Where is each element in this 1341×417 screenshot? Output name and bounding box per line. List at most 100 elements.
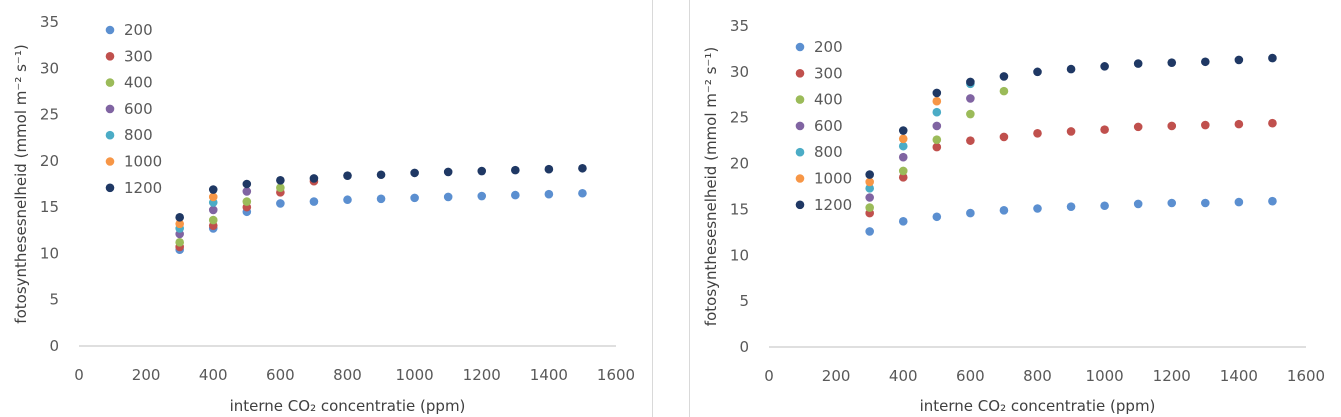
data-point [932, 135, 942, 145]
x-tick-label: 1600 [1287, 367, 1325, 385]
data-point [1066, 64, 1076, 74]
data-point [966, 136, 975, 145]
data-point [1066, 202, 1076, 211]
y-tick-label: 30 [40, 59, 59, 77]
legend-marker [105, 130, 115, 140]
data-point [1133, 59, 1143, 68]
legend: 200 300 400 600 800 1000 1200 [105, 21, 162, 197]
y-tick-label: 15 [40, 198, 59, 216]
data-point [932, 96, 942, 106]
data-point [242, 187, 252, 196]
data-point [1201, 57, 1210, 67]
x-tick-label: 400 [199, 366, 228, 384]
series-600 [865, 94, 975, 202]
chart-panel-right: 0 5 10 15 20 25 30 35 0 200 400 600 800 1000 1200 1400 1… [689, 0, 1341, 417]
data-point [1268, 53, 1277, 63]
data-point [865, 184, 874, 193]
data-point [999, 206, 1009, 215]
data-point [208, 192, 218, 202]
x-tick-label: 0 [74, 366, 84, 384]
data-point [999, 72, 1009, 81]
data-point [309, 197, 319, 206]
x-tick-label: 600 [266, 366, 295, 384]
legend-label: 400 [124, 74, 153, 92]
data-point [410, 168, 419, 178]
legend-label: 200 [814, 38, 843, 56]
y-tick-label: 0 [739, 338, 749, 356]
x-tick-label: 200 [822, 367, 851, 385]
data-point [966, 94, 975, 103]
legend-marker [795, 42, 805, 52]
legend-marker [105, 52, 115, 61]
data-point [477, 166, 487, 176]
data-point [898, 217, 908, 226]
data-point [175, 219, 184, 229]
data-point [1201, 120, 1210, 130]
data-point [242, 197, 252, 206]
data-point [898, 141, 908, 151]
data-point [1100, 201, 1109, 211]
data-point [1033, 67, 1042, 77]
legend-label: 600 [814, 117, 843, 135]
data-point [1100, 125, 1109, 134]
series-300 [865, 118, 1277, 218]
chart-panel-left: 0 5 10 15 20 25 30 35 0 200 400 600 800 1000 1200 1400 1… [0, 0, 653, 417]
data-point [898, 134, 908, 144]
series-1200 [175, 163, 587, 222]
data-point [1201, 198, 1210, 208]
data-point [898, 126, 908, 135]
y-tick-label: 10 [730, 246, 749, 264]
legend-label: 1000 [124, 153, 162, 171]
data-point [966, 208, 975, 218]
data-point [578, 163, 587, 173]
data-point [865, 193, 874, 202]
data-point [511, 165, 520, 175]
y-tick-label: 5 [739, 292, 749, 310]
data-point [932, 121, 942, 131]
data-point [932, 88, 942, 98]
data-point [1066, 127, 1076, 136]
data-point [1234, 197, 1244, 207]
legend-label: 400 [814, 91, 843, 109]
legend-label: 1200 [814, 196, 852, 214]
x-axis-title: interne CO₂ concentratie (ppm) [230, 397, 466, 415]
x-tick-label: 1200 [463, 366, 501, 384]
data-point [276, 199, 285, 208]
series-800 [865, 79, 975, 193]
data-point [898, 166, 908, 176]
scatter-chart-right: 0 5 10 15 20 25 30 35 0 200 400 600 800 1000 1200 1400 1… [702, 17, 1325, 415]
legend-marker [795, 147, 805, 157]
x-tick-label: 200 [132, 366, 161, 384]
legend-label: 800 [814, 143, 843, 161]
x-tick-label: 1000 [1086, 367, 1124, 385]
data-point [410, 193, 419, 203]
y-tick-label: 20 [40, 152, 59, 170]
data-point [865, 177, 874, 187]
y-tick-label: 20 [730, 155, 749, 173]
data-point [309, 174, 319, 183]
legend-marker [105, 25, 115, 35]
series-1000 [865, 96, 942, 187]
x-tick-label: 800 [1023, 367, 1052, 385]
data-point [1167, 121, 1177, 131]
data-point [865, 170, 874, 179]
legend: 200 300 400 600 800 1000 1200 [795, 38, 852, 214]
legend-label: 1200 [124, 179, 162, 197]
series-1000 [175, 192, 218, 229]
legend-label: 800 [124, 126, 153, 144]
legend-label: 300 [814, 64, 843, 82]
data-point [343, 171, 352, 180]
data-point [443, 167, 453, 177]
legend-marker [795, 69, 805, 78]
y-tick-label: 15 [730, 200, 749, 218]
data-point [1167, 198, 1177, 208]
data-point [1100, 62, 1109, 71]
y-tick-label: 30 [730, 63, 749, 81]
data-point [898, 173, 908, 182]
y-tick-label: 10 [40, 244, 59, 262]
y-tick-label: 5 [49, 291, 59, 309]
data-point [208, 185, 218, 194]
x-tick-label: 600 [956, 367, 985, 385]
data-point [376, 194, 386, 204]
data-point [343, 195, 352, 205]
